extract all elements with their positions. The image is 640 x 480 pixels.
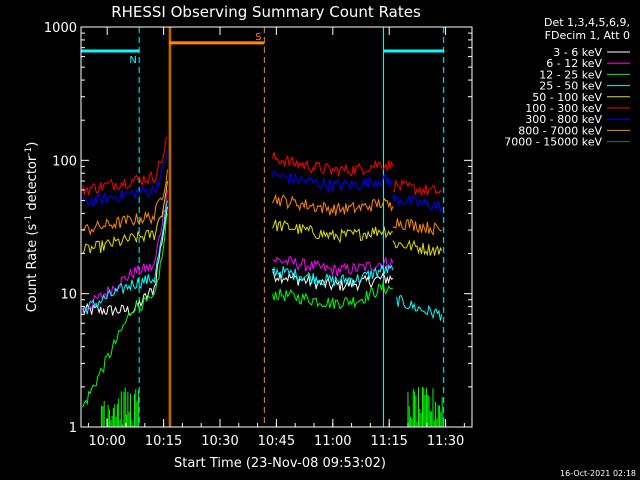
series-line bbox=[82, 200, 168, 315]
series-line bbox=[82, 206, 168, 316]
footer-timestamp: 16-Oct-2021 02:18 bbox=[560, 469, 636, 478]
y-label-sup: -1 bbox=[24, 147, 34, 156]
legend-header-line: FDecim 1, Att 0 bbox=[545, 29, 630, 42]
legend-header-line: Det 1,3,4,5,6,9, bbox=[544, 16, 630, 29]
legend-label: 100 - 300 keV bbox=[525, 102, 602, 115]
legend-label: 300 - 800 keV bbox=[525, 113, 602, 126]
x-axis-label: Start Time (23-Nov-08 09:53:02) bbox=[174, 456, 386, 471]
flag-letter: S bbox=[255, 32, 261, 43]
x-tick-label: 11:30 bbox=[427, 434, 464, 449]
chart-title: RHESSI Observing Summary Count Rates bbox=[111, 3, 421, 21]
series-line bbox=[392, 239, 443, 257]
y-tick-label: 1000 bbox=[44, 21, 77, 36]
y-label-part: Count Rate (s bbox=[25, 224, 40, 313]
legend: Det 1,3,4,5,6,9, FDecim 1, Att 0 3 - 6 k… bbox=[504, 16, 630, 149]
legend-label: 12 - 25 keV bbox=[539, 68, 602, 81]
series-line bbox=[272, 256, 394, 277]
legend-label: 3 - 6 keV bbox=[553, 46, 602, 59]
y-axis-ticks: 1 10 100 1000 bbox=[44, 21, 472, 436]
legend-label: 25 - 50 keV bbox=[539, 80, 602, 93]
legend-label: 50 - 100 keV bbox=[532, 91, 602, 104]
series-line bbox=[82, 213, 168, 408]
series-line bbox=[272, 152, 394, 177]
y-tick-label: 1 bbox=[69, 421, 77, 436]
x-tick-label: 10:00 bbox=[88, 434, 125, 449]
legend-label: 800 - 7000 keV bbox=[518, 124, 602, 137]
series-line bbox=[82, 169, 168, 236]
legend-label: 7000 - 15000 keV bbox=[504, 136, 602, 149]
y-axis-label: Count Rate (s-1 detector-1) bbox=[24, 142, 40, 313]
series-line bbox=[82, 149, 168, 207]
series-line bbox=[82, 180, 168, 254]
series-line bbox=[82, 136, 168, 196]
series-line bbox=[392, 179, 443, 196]
x-tick-label: 11:00 bbox=[314, 434, 351, 449]
series-line bbox=[272, 282, 394, 310]
flag-letter: N bbox=[129, 55, 136, 66]
series-line bbox=[272, 268, 394, 292]
x-tick-label: 11:15 bbox=[370, 434, 407, 449]
series-line bbox=[82, 189, 168, 313]
plot-area: NS bbox=[81, 27, 445, 427]
legend-label: 6 - 12 keV bbox=[546, 57, 602, 70]
series-line bbox=[392, 193, 443, 213]
y-tick-label: 10 bbox=[60, 288, 77, 303]
series-line bbox=[272, 193, 394, 216]
series-line bbox=[392, 218, 443, 237]
y-label-part: ) bbox=[25, 142, 40, 147]
series-line bbox=[272, 169, 394, 194]
series-line bbox=[272, 263, 394, 288]
x-axis-ticks: 10:00 10:15 10:30 10:45 11:00 11:15 11:30 bbox=[87, 27, 465, 449]
y-label-part: detector bbox=[25, 155, 40, 215]
x-tick-label: 10:30 bbox=[201, 434, 238, 449]
x-tick-label: 10:15 bbox=[145, 434, 182, 449]
y-tick-label: 100 bbox=[52, 154, 77, 169]
series-line bbox=[396, 294, 443, 321]
x-tick-label: 10:45 bbox=[258, 434, 295, 449]
y-label-sup: -1 bbox=[24, 215, 34, 224]
series-line bbox=[272, 219, 393, 244]
